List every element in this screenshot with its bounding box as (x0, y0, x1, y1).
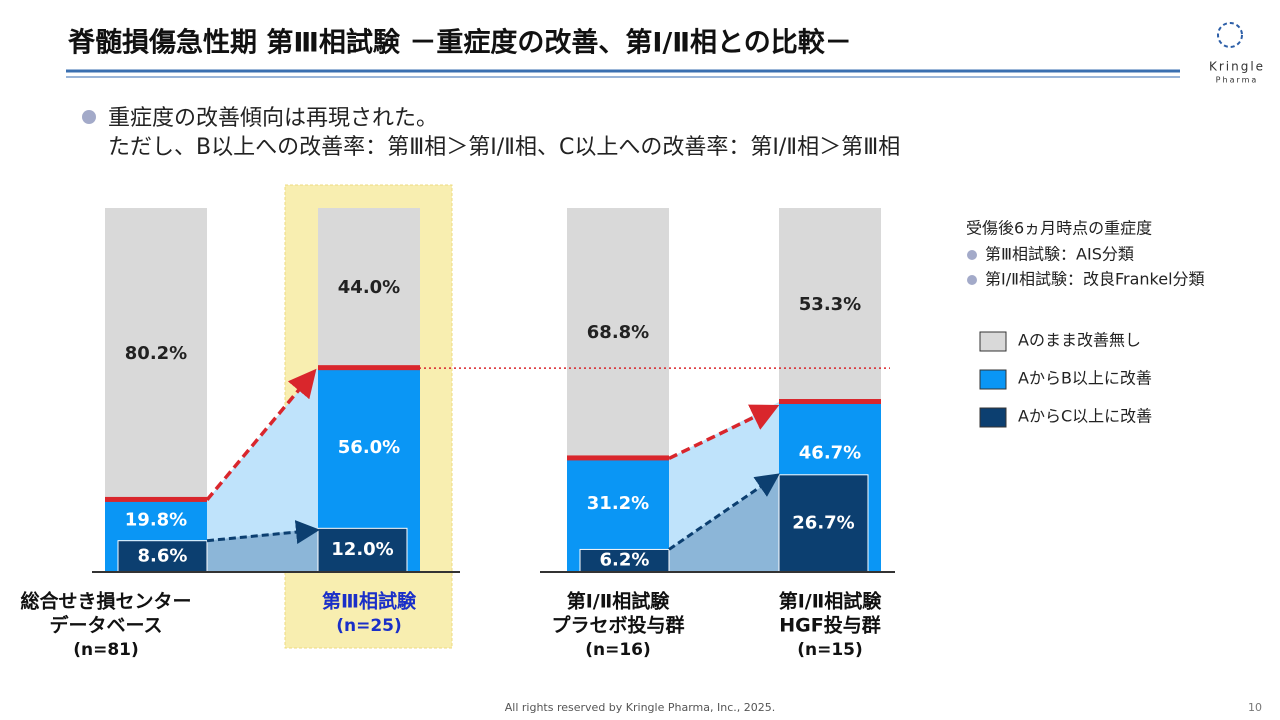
bar-segment (778, 474, 869, 573)
logo: Kringle Pharma (1209, 22, 1265, 85)
legend-label: AからC以上に改善 (1018, 407, 1152, 426)
legend-label: Aのまま改善無し (1018, 331, 1141, 350)
value-label: 8.6% (138, 545, 188, 566)
x-tick-label: (n=25) (336, 616, 402, 636)
page-number: 10 (1248, 701, 1262, 714)
improvement-shade (207, 368, 318, 572)
x-tick-label: 第Ⅰ/Ⅱ相試験 (567, 590, 671, 613)
bullet-dot (82, 110, 96, 124)
x-tick-label: 第Ⅲ相試験 (322, 590, 417, 613)
legend-dot (967, 275, 977, 285)
x-tick-label: (n=81) (73, 640, 139, 660)
logo-text: Kringle (1209, 60, 1265, 74)
value-label: 53.3% (799, 294, 861, 315)
x-tick-label: データベース (49, 614, 162, 637)
x-tick-label: プラセボ投与群 (551, 614, 684, 637)
logo-text: Pharma (1216, 76, 1259, 85)
bar-segment (117, 540, 208, 573)
value-label: 26.7% (792, 512, 854, 533)
top-marker (318, 365, 420, 371)
top-marker (105, 496, 207, 502)
footer: All rights reserved by Kringle Pharma, I… (505, 701, 775, 714)
x-tick-label: 総合せき損センター (20, 590, 191, 613)
x-tick-label: (n=15) (797, 640, 863, 660)
legend-label: AからB以上に改善 (1018, 369, 1152, 388)
value-label: 6.2% (600, 550, 650, 571)
value-label: 12.0% (331, 539, 393, 560)
value-label: 56.0% (338, 437, 400, 458)
value-label: 46.7% (799, 442, 861, 463)
legend-swatch (979, 331, 1007, 352)
improvement-shade (669, 474, 779, 572)
value-label: 31.2% (587, 493, 649, 514)
legend-swatch (979, 369, 1007, 390)
bullet-text: 重症度の改善傾向は再現された。 (108, 106, 438, 131)
bar-segment (317, 527, 408, 573)
bar-segment (779, 208, 881, 403)
top-marker (779, 399, 881, 405)
value-label: 19.8% (125, 509, 187, 530)
trend-arrow (668, 404, 780, 461)
legend-swatch (979, 407, 1007, 428)
x-tick-label: (n=16) (585, 640, 651, 660)
legend-note: 第Ⅰ/Ⅱ相試験：改良Frankel分類 (985, 270, 1205, 289)
bar-segment (105, 208, 207, 500)
legend-title: 受傷後6ヵ月時点の重症度 (966, 219, 1152, 238)
value-label: 44.0% (338, 277, 400, 298)
top-marker (567, 455, 669, 461)
bar-segment (567, 208, 669, 459)
bullet-text: ただし、B以上への改善率：第Ⅲ相＞第Ⅰ/Ⅱ相、C以上への改善率：第Ⅰ/Ⅱ相＞第Ⅲ… (108, 135, 900, 160)
bar-segment (318, 208, 420, 369)
value-label: 80.2% (125, 343, 187, 364)
logo-mark (1217, 22, 1243, 48)
x-tick-label: 第Ⅰ/Ⅱ相試験 (779, 590, 883, 613)
value-label: 68.8% (587, 322, 649, 343)
slide-title: 脊髄損傷急性期 第Ⅲ相試験 －重症度の改善、第Ⅰ/Ⅱ相との比較－ (67, 27, 852, 59)
x-tick-label: HGF投与群 (779, 614, 880, 637)
legend-note: 第Ⅲ相試験：AIS分類 (985, 245, 1134, 264)
legend-dot (967, 250, 977, 260)
trend-arrow (206, 520, 320, 545)
